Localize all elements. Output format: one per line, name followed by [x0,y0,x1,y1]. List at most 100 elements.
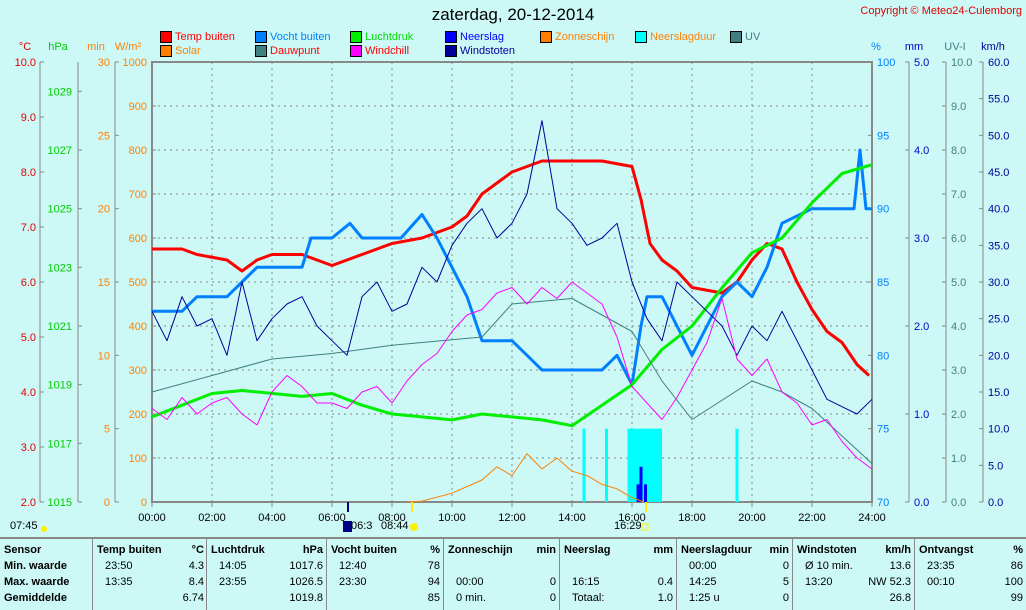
legend-swatch [635,31,647,43]
table-row: 23:50 4.3 [93,558,208,574]
table-cell: 1017.6 [289,560,323,572]
table-cell: 23:55 [219,576,247,588]
sunrise-label: 08:44 [381,520,409,532]
table-row: 23:55 1026.5 [207,574,327,590]
legend-item-zonneschijn: Zonneschijn [540,31,614,43]
table-cell: 00:10 [927,576,955,588]
axis-tick-label-hpa: 1027 [48,145,72,157]
series-temp-buiten [152,159,871,377]
table-cell: 0.4 [657,576,673,588]
table-cell: Gemiddelde [4,592,67,604]
axis-tick-label-kmh: 50.0 [988,130,1009,142]
table-cell [919,590,927,606]
legend-item-windstoten: Windstoten [445,45,515,57]
axis-tick-label-kmh: 20.0 [988,350,1009,362]
table-cell: 0 [549,592,556,604]
axis-tick-label-c: 6.0 [21,277,36,289]
table-cell: Zonneschijn [448,544,513,556]
table-cell: 86 [1010,560,1023,572]
table-row: 16:15 0.4 [560,574,677,590]
axis-tick-label-uv: 5.0 [951,277,966,289]
table-row: Max. waarde [0,574,92,590]
axis-unit-hpa: hPa [48,41,68,53]
axis-tick-label-mm: 0.0 [914,497,929,509]
axis-tick-label-pct: 70 [877,497,889,509]
table-row: Ontvangst% [915,542,1026,558]
table-cell: 78 [427,560,440,572]
table-row: Neerslag mm [560,542,677,558]
axis-tick-label-uv: 9.0 [951,101,966,113]
table-row: 23:35 86 [915,558,1026,574]
table-cell: 23:50 [105,560,133,572]
sunrise-left-label: 07:45 [10,520,38,532]
axis-tick-label-min: 5 [104,424,110,436]
table-row: 1019.8 [207,590,327,606]
table-column-windstoten: Windstoten km/h Ø 10 min. 13.6 13:20 NW 52.3 2… [792,539,915,610]
axis-tick-label-c: 3.0 [21,442,36,454]
table-cell: 99 [1010,592,1023,604]
axis-tick-label-hpa: 1021 [48,321,72,333]
legend-label: UV [745,31,761,43]
table-column-neerslag: Neerslag mm 16:15 0.4 Totaal: 1.0 [559,539,677,610]
legend-item-uv: UV [730,31,760,43]
table-cell: 0 min. [456,592,486,604]
legend-label: Vocht buiten [270,31,331,43]
axis-tick-label-kmh: 10.0 [988,424,1009,436]
table-row [560,558,677,574]
table-cell: 85 [427,592,440,604]
bar-neerslagduur [735,428,739,502]
sun-icon [410,523,418,531]
sunset-label: 16:29 [614,520,642,532]
axis-tick-label-pct: 80 [877,350,889,362]
series-solar [406,453,645,503]
legend-swatch [730,31,742,43]
axis-tick-label-kmh: 5.0 [988,460,1003,472]
legend-item-windchill: Windchill [350,45,409,57]
table-column-vocht-buiten: Vocht buiten% 12:40 78 23:30 94 85 [326,539,444,610]
axis-tick-label-pct: 100 [877,57,895,69]
table-cell: Max. waarde [4,576,70,588]
legend-swatch [255,45,267,57]
legend-label: Neerslagduur [650,31,717,43]
x-tick-label: 22:00 [798,512,826,524]
axis-tick-label-mm: 1.0 [914,409,929,421]
axis-tick-label-pct: 75 [877,424,889,436]
table-cell: Temp buiten [97,544,162,556]
legend-swatch [160,31,172,43]
axis-tick-label-wm2: 500 [129,277,147,289]
weather-chart: 2.03.04.05.06.07.08.09.010.0°C1015101710… [15,41,1009,532]
table-row: 13:35 8.4 [93,574,208,590]
table-cell: Luchtdruk [211,544,265,556]
table-cell [97,590,105,606]
axis-tick-label-uv: 7.0 [951,189,966,201]
table-row: Zonneschijn min [444,542,560,558]
axis-unit-wm2: W/m² [115,41,142,53]
table-cell [448,558,456,574]
axis-unit-pct: % [871,41,881,53]
axis-tick-label-wm2: 1000 [123,57,147,69]
legend-label: Windstoten [460,45,516,57]
table-row: 1:25 u 0 [677,590,793,606]
legend-swatch [540,31,552,43]
legend-label: Zonneschijn [555,31,615,43]
table-row: 14:05 1017.6 [207,558,327,574]
axis-tick-label-wm2: 600 [129,233,147,245]
axis-tick-label-kmh: 45.0 [988,167,1009,179]
moon-icon [343,521,352,532]
legend-item-neerslagduur: Neerslagduur [635,31,716,43]
axis-tick-label-c: 10.0 [15,57,36,69]
table-cell: 1026.5 [289,576,323,588]
axis-tick-label-kmh: 35.0 [988,240,1009,252]
axis-tick-label-uv: 8.0 [951,145,966,157]
table-cell: Neerslagduur [681,544,752,556]
axis-tick-label-min: 0 [104,497,110,509]
x-tick-label: 14:00 [558,512,586,524]
x-tick-label: 08:00 [378,512,406,524]
table-row: Windstoten km/h [793,542,915,558]
table-cell: Ontvangst [919,544,974,556]
axis-tick-label-kmh: 30.0 [988,277,1009,289]
axis-tick-label-wm2: 800 [129,145,147,157]
legend-swatch [255,31,267,43]
legend-swatch [160,45,172,57]
sun-icon [41,526,47,532]
